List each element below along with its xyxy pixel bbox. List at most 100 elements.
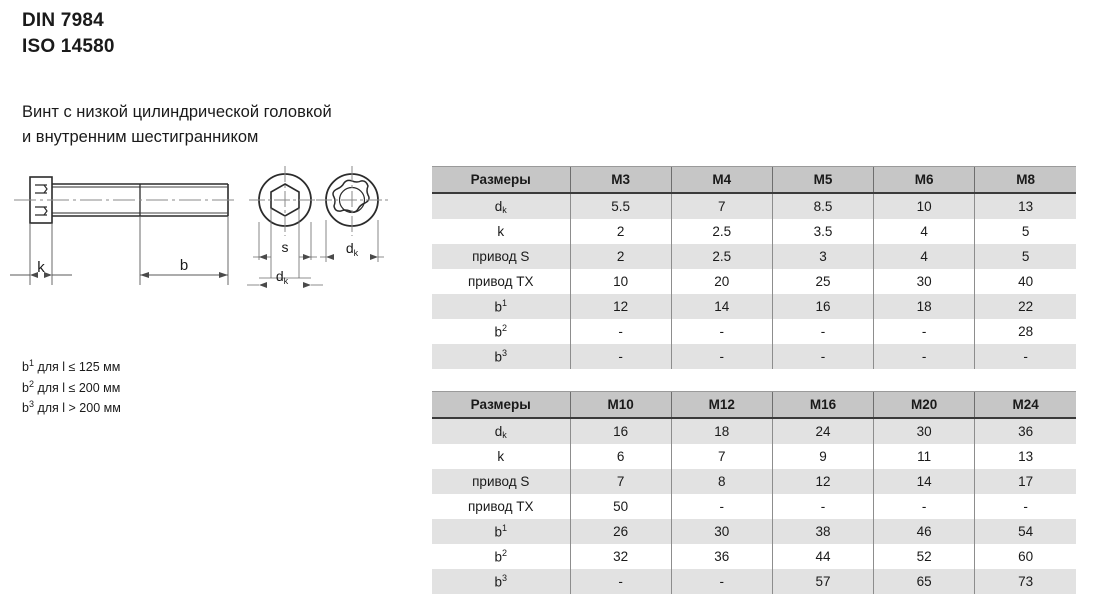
cell-M8: 13 xyxy=(974,193,1076,219)
row-label: b3 xyxy=(432,569,570,594)
cell-M8: - xyxy=(974,344,1076,369)
drawing-svg: k b s xyxy=(10,166,388,288)
table-row: привод S 2 2.5 3 4 5 xyxy=(432,244,1076,269)
cell-M4: 2.5 xyxy=(670,244,773,269)
product-description: Винт с низкой цилиндрической головкой и … xyxy=(22,100,332,150)
table-header-row: Размеры M10 M12 M16 M20 M24 xyxy=(432,391,1076,419)
cell-M3: 2 xyxy=(569,219,672,244)
cell-M24: - xyxy=(974,494,1076,519)
cell-M6: 18 xyxy=(873,294,975,319)
cell-M16: 9 xyxy=(771,444,874,469)
row-label: dk xyxy=(432,193,570,219)
column-header-M6: M6 xyxy=(873,166,975,194)
cell-M5: - xyxy=(771,319,874,344)
cell-M4: - xyxy=(670,319,773,344)
cell-M6: - xyxy=(873,344,975,369)
cell-M4: - xyxy=(670,344,773,369)
table-row: привод S 7 8 12 14 17 xyxy=(432,469,1076,494)
cell-M8: 40 xyxy=(974,269,1076,294)
table-row: k 2 2.5 3.5 4 5 xyxy=(432,219,1076,244)
cell-M16: 12 xyxy=(771,469,874,494)
cell-M10: - xyxy=(569,569,672,594)
footnotes: b1 для l ≤ 125 мм b2 для l ≤ 200 мм b3 д… xyxy=(22,355,121,417)
cell-M24: 36 xyxy=(974,418,1076,444)
dimension-dk-lines-torx xyxy=(320,220,384,262)
table-row: привод TX 50- - - - xyxy=(432,494,1076,519)
column-header-M12: M12 xyxy=(670,391,773,419)
cell-M6: 30 xyxy=(873,269,975,294)
row-label: привод TX xyxy=(432,269,570,294)
row-label: b3 xyxy=(432,344,570,369)
cell-M12: 18 xyxy=(670,418,773,444)
standard-line-din: DIN 7984 xyxy=(22,10,104,31)
center-lines-torx xyxy=(316,166,388,236)
thread-hatching xyxy=(140,186,228,214)
cell-M10: 6 xyxy=(569,444,672,469)
footnote-superscript: 2 xyxy=(28,378,34,389)
cell-M5: 8.5 xyxy=(771,193,874,219)
cell-M20: 52 xyxy=(873,544,975,569)
cell-M5: 3.5 xyxy=(771,219,874,244)
cell-M3: 12 xyxy=(569,294,672,319)
cell-M10: 7 xyxy=(569,469,672,494)
cell-M4: 14 xyxy=(670,294,773,319)
column-header-M5: M5 xyxy=(771,166,874,194)
torx-socket-shape xyxy=(332,179,370,213)
description-line-2: и внутренним шестигранником xyxy=(22,128,259,146)
cell-M8: 22 xyxy=(974,294,1076,319)
cell-M12: 30 xyxy=(670,519,773,544)
cell-M6: - xyxy=(873,319,975,344)
cell-M12: 7 xyxy=(670,444,773,469)
column-header-M3: M3 xyxy=(569,166,672,194)
cell-M24: 54 xyxy=(974,519,1076,544)
footnote-symbol: b xyxy=(22,401,29,416)
row-label: dk xyxy=(432,418,570,444)
row-label: k xyxy=(432,219,570,244)
cell-M4: 7 xyxy=(670,193,773,219)
cell-M20: 14 xyxy=(873,469,975,494)
cell-M5: - xyxy=(771,344,874,369)
footnote-text: для l > 200 мм xyxy=(33,401,121,416)
head-socket-detail xyxy=(35,184,48,216)
column-header-M20: M20 xyxy=(873,391,975,419)
cell-M10: 32 xyxy=(569,544,672,569)
cell-M4: 2.5 xyxy=(670,219,773,244)
cell-M24: 13 xyxy=(974,444,1076,469)
table-row: b1 26 30 38 46 54 xyxy=(432,519,1076,544)
dimension-label-dk-hex: dk xyxy=(276,268,289,286)
cell-M5: 25 xyxy=(771,269,874,294)
cell-M24: 17 xyxy=(974,469,1076,494)
row-label: привод S xyxy=(432,244,570,269)
cell-M3: - xyxy=(569,319,672,344)
cell-M6: 10 xyxy=(873,193,975,219)
dimension-label-dk-torx: dk xyxy=(346,240,359,258)
standard-title: DIN 7984 ISO 14580 xyxy=(22,8,115,60)
cell-M12: 8 xyxy=(670,469,773,494)
cell-M8: 28 xyxy=(974,319,1076,344)
cell-M3: 2 xyxy=(569,244,672,269)
column-header-M8: M8 xyxy=(974,166,1076,194)
table-row: b1 12 14 16 18 22 xyxy=(432,294,1076,319)
description-line-1: Винт с низкой цилиндрической головкой xyxy=(22,103,332,121)
footnote-text: для l ≤ 200 мм xyxy=(33,380,121,395)
column-header-M16: M16 xyxy=(771,391,874,419)
row-label: привод S xyxy=(432,469,570,494)
table-row: b3- -57 65 73 xyxy=(432,569,1076,594)
cell-M16: 24 xyxy=(771,418,874,444)
dimension-s-dk-lines-hex xyxy=(247,208,323,288)
row-label: b1 xyxy=(432,294,570,319)
row-label: k xyxy=(432,444,570,469)
row-label: привод TX xyxy=(432,494,570,519)
technical-drawing: k b s xyxy=(0,160,420,310)
cell-M16: - xyxy=(771,494,874,519)
footnote-b3: b3 для l > 200 мм xyxy=(22,396,121,417)
table-row: привод TX 10 20 25 30 40 xyxy=(432,269,1076,294)
table-row: dk 5.5 7 8.5 10 13 xyxy=(432,193,1076,219)
cell-M8: 5 xyxy=(974,244,1076,269)
cell-M8: 5 xyxy=(974,219,1076,244)
table-row: b3- - - - - xyxy=(432,344,1076,369)
column-header-M24: M24 xyxy=(974,391,1076,419)
cell-M16: 38 xyxy=(771,519,874,544)
footnote-text: для l ≤ 125 мм xyxy=(33,360,121,375)
cell-M3: - xyxy=(569,344,672,369)
